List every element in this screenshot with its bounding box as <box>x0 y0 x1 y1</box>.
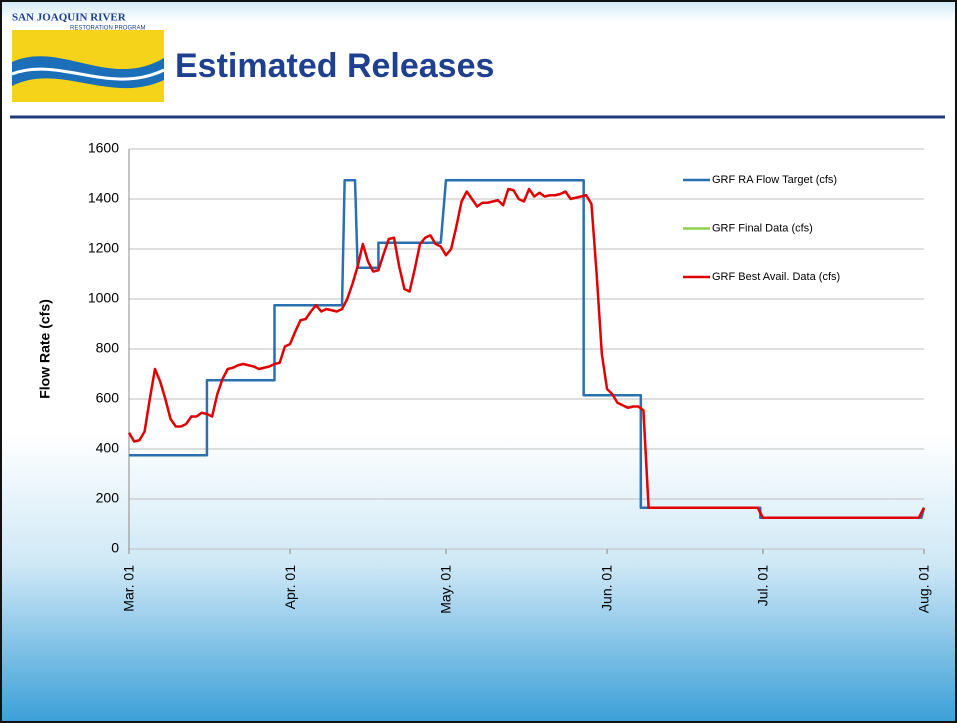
x-tick-label: May. 01 <box>438 565 454 614</box>
legend-label: GRF Best Avail. Data (cfs) <box>712 271 840 283</box>
x-tick-label: Jul. 01 <box>755 565 771 606</box>
slide-title: Estimated Releases <box>175 47 494 85</box>
x-tick-label: Jun. 01 <box>599 565 615 611</box>
y-tick-label: 1600 <box>88 140 119 156</box>
y-tick-label: 400 <box>96 440 120 456</box>
y-tick-label: 0 <box>111 540 119 556</box>
logo-subtitle: RESTORATION PROGRAM <box>70 26 145 32</box>
y-axis-label: Flow Rate (cfs) <box>37 299 53 399</box>
y-tick-label: 200 <box>96 490 120 506</box>
y-tick-label: 1400 <box>88 190 119 206</box>
y-tick-label: 1000 <box>88 290 119 306</box>
logo-title: SAN JOAQUIN RIVER <box>12 12 127 24</box>
x-tick-label: Aug. 01 <box>916 565 932 613</box>
x-tick-label: Apr. 01 <box>282 565 298 610</box>
logo-wave <box>11 67 165 81</box>
legend-label: GRF RA Flow Target (cfs) <box>712 174 837 186</box>
legend-label: GRF Final Data (cfs) <box>712 222 813 234</box>
y-tick-label: 800 <box>96 340 120 356</box>
data-line <box>127 187 926 519</box>
logo: SAN JOAQUIN RIVER RESTORATION PROGRAM <box>11 12 165 102</box>
y-tick-label: 600 <box>96 390 120 406</box>
y-tick-label: 1200 <box>88 240 119 256</box>
x-tick-label: Mar. 01 <box>121 565 137 612</box>
